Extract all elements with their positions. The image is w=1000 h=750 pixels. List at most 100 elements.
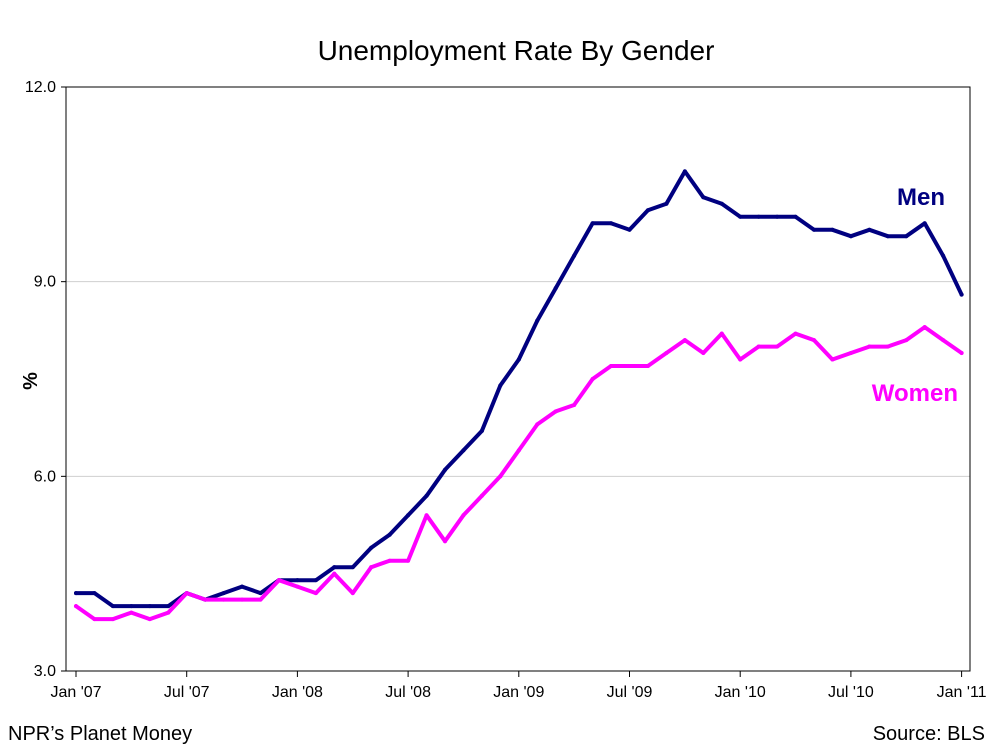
- women-data-point: [885, 344, 890, 349]
- women-data-point: [406, 558, 411, 563]
- series-labels: Men Women: [872, 184, 958, 407]
- men-data-point: [701, 195, 706, 200]
- women-data-point: [775, 344, 780, 349]
- men-data-point: [959, 292, 964, 297]
- men-data-point: [756, 214, 761, 219]
- men-data-point: [258, 591, 263, 596]
- women-data-point: [424, 513, 429, 518]
- men-data-point: [609, 221, 614, 226]
- x-tick-label: Jan '08: [272, 684, 323, 701]
- women-data-point: [959, 351, 964, 356]
- men-data-point: [793, 214, 798, 219]
- women-data-point: [461, 513, 466, 518]
- women-data-point: [184, 591, 189, 596]
- women-data-point: [572, 402, 577, 407]
- men-data-point: [922, 221, 927, 226]
- y-tick-label: 12.0: [25, 79, 56, 96]
- women-data-point: [941, 338, 946, 343]
- source-text: Source: BLS: [873, 723, 985, 745]
- women-data-point: [609, 364, 614, 369]
- men-data-point: [812, 227, 816, 232]
- men-data-point: [664, 201, 669, 206]
- women-data-point: [738, 357, 743, 362]
- men-data-point: [387, 532, 392, 537]
- women-data-point: [645, 364, 650, 369]
- women-data-point: [848, 351, 853, 356]
- women-data-point: [479, 493, 484, 498]
- women-data-point: [350, 591, 355, 596]
- men-data-point: [424, 493, 429, 498]
- men-data-point: [221, 591, 226, 596]
- women-data-point: [147, 617, 152, 622]
- women-data-point: [276, 578, 281, 583]
- men-data-point: [941, 253, 946, 258]
- men-data-point: [848, 234, 853, 239]
- men-data-point: [498, 383, 503, 388]
- men-data-point: [719, 201, 724, 206]
- women-data-point: [793, 331, 798, 336]
- women-data-point: [129, 610, 134, 615]
- series: [74, 169, 964, 622]
- men-data-point: [572, 253, 577, 258]
- women-data-point: [719, 331, 724, 336]
- women-data-point: [203, 597, 208, 602]
- y-tick-label: 9.0: [34, 274, 56, 291]
- women-data-point: [221, 597, 226, 602]
- x-tick-label: Jul '08: [385, 684, 431, 701]
- women-data-point: [922, 325, 927, 330]
- y-axis-label: %: [20, 372, 42, 390]
- men-data-point: [738, 214, 743, 219]
- men-data-point: [443, 467, 447, 472]
- men-data-point: [904, 234, 909, 239]
- x-tick-label: Jul '07: [164, 684, 210, 701]
- x-tick-label: Jan '09: [493, 684, 544, 701]
- men-data-point: [129, 604, 134, 609]
- women-data-point: [369, 565, 374, 570]
- men-data-point: [295, 578, 300, 583]
- men-data-point: [682, 169, 687, 174]
- men-data-point: [240, 584, 245, 589]
- women-data-point: [553, 409, 558, 414]
- women-data-point: [756, 344, 761, 349]
- women-data-point: [664, 351, 669, 356]
- men-data-point: [74, 591, 78, 596]
- women-data-point: [92, 617, 97, 622]
- women-data-point: [110, 617, 115, 622]
- x-tick-label: Jan '10: [715, 684, 766, 701]
- men-data-point: [406, 513, 411, 518]
- men-data-point: [775, 214, 780, 219]
- men-series-line: [74, 169, 964, 609]
- men-data-point: [166, 604, 171, 609]
- men-data-point: [332, 565, 337, 570]
- men-data-point: [516, 357, 521, 362]
- women-data-point: [590, 377, 595, 381]
- men-data-point: [350, 565, 355, 570]
- women-data-point: [627, 364, 632, 369]
- men-series-label: Men: [897, 184, 945, 211]
- chart-title: Unemployment Rate By Gender: [318, 35, 715, 66]
- women-data-point: [332, 571, 337, 576]
- y-axis: 3.0 6.0 9.0 12.0: [25, 79, 66, 680]
- x-tick-label: Jul '10: [828, 684, 874, 701]
- women-data-point: [387, 558, 392, 563]
- x-axis: Jan '07 Jul '07 Jan '08 Jul '08 Jan '09 Jul '…: [50, 671, 987, 701]
- women-data-point: [240, 597, 245, 602]
- men-data-point: [830, 227, 835, 232]
- men-data-point: [645, 208, 650, 213]
- men-series-points: [74, 169, 964, 609]
- women-data-point: [313, 591, 318, 596]
- x-tick-label: Jan '11: [937, 684, 987, 701]
- women-data-point: [74, 604, 78, 609]
- men-data-point: [885, 234, 890, 239]
- women-data-point: [682, 338, 687, 343]
- y-tick-label: 6.0: [34, 468, 56, 485]
- men-data-point: [147, 604, 152, 609]
- y-tick-label: 3.0: [34, 663, 56, 680]
- men-data-point: [110, 604, 115, 609]
- men-data-point: [535, 318, 540, 323]
- women-data-point: [535, 422, 540, 427]
- men-data-point: [369, 545, 374, 550]
- men-data-point: [627, 227, 632, 232]
